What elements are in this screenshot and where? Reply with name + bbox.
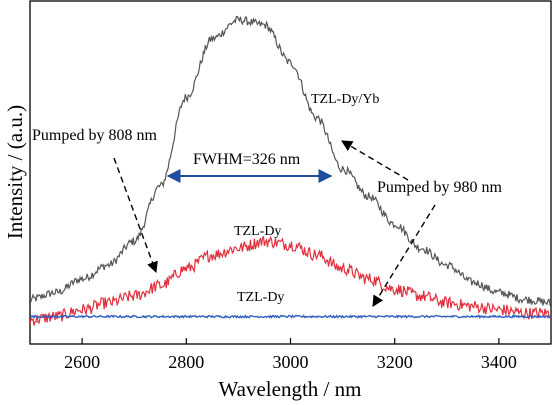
annotation-tzl-dy-red: TZL-Dy — [234, 224, 281, 239]
x-axis-title: Wavelength / nm — [219, 377, 362, 401]
annotation-fwhm: FWHM=326 nm — [193, 151, 301, 168]
x-tick-label-2800: 2800 — [168, 352, 204, 372]
x-tick-label-3000: 3000 — [273, 352, 309, 372]
x-tick-label-3400: 3400 — [481, 352, 517, 372]
series-line-1 — [30, 235, 551, 326]
annotation-pumped-808: Pumped by 808 nm — [32, 127, 157, 144]
annotation-pumped-980: Pumped by 980 nm — [377, 179, 502, 196]
x-tick-label-3200: 3200 — [377, 352, 413, 372]
arrow-980-to-dy-yb — [341, 140, 409, 181]
series-line-0 — [30, 15, 551, 307]
arrow-980-to-dy — [372, 204, 436, 307]
y-axis-title: Intensity / (a.u.) — [3, 105, 27, 239]
x-axis-ticks: 2600 2800 3000 3200 3400 — [64, 338, 517, 372]
annotation-tzl-dy-yb: TZL-Dy/Yb — [311, 92, 379, 107]
series-line-2 — [30, 314, 551, 319]
arrow-808-dashed — [113, 157, 158, 274]
annotation-tzl-dy-blue: TZL-Dy — [237, 290, 284, 305]
x-tick-label-2600: 2600 — [64, 352, 100, 372]
plot-frame — [29, 0, 552, 345]
series-layer — [30, 15, 551, 326]
